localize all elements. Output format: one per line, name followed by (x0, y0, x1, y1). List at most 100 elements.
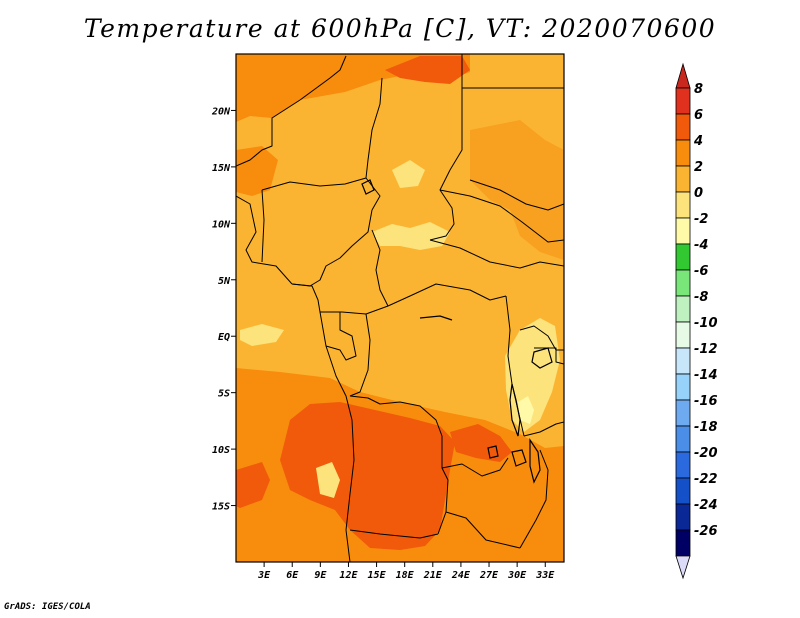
colorbar-label: -22 (694, 472, 718, 487)
colorbar-label: -10 (694, 316, 718, 331)
border-cameroon-car (371, 229, 389, 307)
colorbar-label: 4 (693, 134, 703, 149)
contour-6-8-angola (280, 402, 455, 550)
y-tick-label: 5S (218, 389, 230, 400)
chart-title: Temperature at 600hPa [C], VT: 202007060… (83, 14, 717, 43)
x-tick-label: 33E (535, 570, 555, 581)
y-tick-label: 10S (212, 445, 230, 456)
contour-0-2-namibia (316, 462, 340, 498)
contour-4-6-northwest (236, 146, 278, 196)
temperature-field (236, 54, 564, 562)
border-kenya (534, 347, 564, 365)
colorbar-label: -26 (694, 524, 718, 539)
y-tick-label: 15S (212, 502, 230, 513)
colorbar-label: -12 (694, 342, 718, 357)
x-tick-label: 15E (368, 570, 387, 581)
lake-malawi (529, 438, 541, 484)
colorbar-segment (675, 399, 691, 427)
colorbar-label: -20 (694, 446, 718, 461)
colorbar-segment (675, 243, 691, 271)
colorbar: 8 6 4 2 0 -2 -4 -6 -8 -10 -12 -14 -16 -18 -20 -22 -24 -26 (675, 62, 718, 580)
border-mozambique (519, 449, 549, 549)
x-tick-label: 18E (396, 570, 415, 581)
colorbar-segment (675, 477, 691, 505)
x-tick-label: 9E (314, 570, 327, 581)
grads-credit: GrADS: IGES/COLA (4, 602, 91, 612)
border-angola-zambia (437, 436, 449, 535)
contour-4-6-east (470, 120, 564, 260)
x-tick-label: 24E (451, 570, 471, 581)
y-tick-label: 15N (212, 163, 231, 174)
colorbar-label: 0 (694, 186, 703, 201)
colorbar-segment (675, 373, 691, 401)
border-west-coast (236, 195, 293, 285)
border-angola-namibia (349, 529, 439, 539)
colorbar-label: 6 (694, 108, 703, 123)
border-gabon (325, 312, 357, 361)
border-nigeria-niger (261, 177, 367, 191)
colorbar-segment (675, 425, 691, 453)
colorbar-segment (675, 191, 691, 219)
border-congo-drc (349, 313, 371, 397)
country-borders (236, 54, 564, 562)
x-axis: 3E 6E 9E 12E 15E 18E 21E 24E 27E 30E 33E (257, 562, 555, 581)
x-tick-label: 27E (479, 570, 499, 581)
x-tick-label: 6E (286, 570, 299, 581)
border-ethiopia (469, 179, 564, 211)
colorbar-segment (675, 503, 691, 531)
colorbar-label: -18 (694, 420, 718, 435)
colorbar-label: -4 (694, 238, 708, 253)
lakes (361, 179, 553, 484)
contour-6-8-sahara (385, 56, 470, 84)
y-axis: 20N 15N 10N 5N EQ 5S 10S 15S (211, 106, 236, 513)
border-niger-north (236, 99, 301, 167)
border-libya-algeria (299, 55, 347, 101)
lake-congo-basin-1 (419, 315, 453, 321)
contour-0-2-gabon-coast (240, 324, 284, 346)
border-drc-zambia (441, 457, 509, 477)
y-tick-label: EQ (218, 332, 230, 343)
border-coastline-gulf (291, 283, 355, 562)
x-tick-label: 21E (423, 570, 443, 581)
lake-tanganyika (509, 383, 521, 437)
border-chad-sudan (429, 116, 463, 241)
border-zambia-south (445, 511, 521, 549)
colorbar-segment (675, 217, 691, 245)
border-tanzania (523, 421, 564, 437)
colorbar-label: -14 (694, 368, 718, 383)
border-cameroon-south (320, 305, 389, 315)
colorbar-segment (675, 113, 691, 141)
border-niger-chad (365, 77, 383, 211)
colorbar-top-arrow (675, 62, 691, 89)
lake-victoria (531, 347, 553, 369)
y-tick-label: 20N (211, 106, 231, 117)
colorbar-segment (675, 451, 691, 479)
border-uganda (519, 325, 564, 351)
y-tick-label: 5N (218, 276, 231, 287)
contour-6-8-tanzania (450, 424, 512, 462)
colorbar-segment (675, 347, 691, 375)
colorbar-segment (675, 139, 691, 167)
colorbar-segment (675, 295, 691, 323)
colorbar-label: 2 (694, 160, 703, 175)
border-drc-angola (349, 395, 443, 437)
lake-congo-basin-2 (511, 449, 527, 467)
colorbar-label: -2 (694, 212, 708, 227)
contour-minus2-0-rwenzori (518, 396, 534, 424)
border-nigeria-benin (261, 189, 265, 263)
colorbar-segment (675, 269, 691, 297)
border-car-south (387, 283, 507, 307)
border-nigeria-cameroon (291, 209, 373, 287)
contour-0-2-chad (392, 160, 425, 188)
colorbar-segment (675, 87, 691, 115)
lake-mweru (487, 445, 499, 459)
colorbar-segment (675, 165, 691, 193)
colorbar-label: -16 (694, 394, 718, 409)
colorbar-label: 8 (694, 82, 703, 97)
y-tick-label: 10N (212, 219, 231, 230)
x-tick-label: 3E (257, 570, 271, 581)
colorbar-bottom-arrow (675, 555, 691, 580)
colorbar-segment (675, 321, 691, 349)
x-tick-label: 30E (507, 570, 527, 581)
